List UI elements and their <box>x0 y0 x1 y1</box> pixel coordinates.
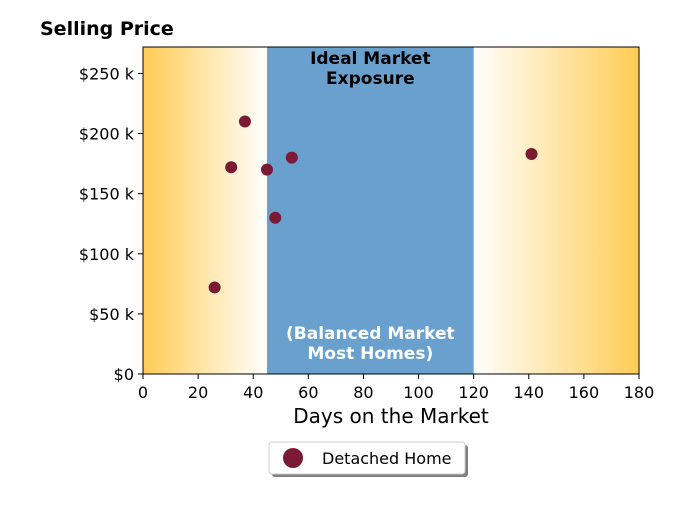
x-tick-label: 100 <box>403 383 434 402</box>
band-top-line: Exposure <box>326 69 415 89</box>
x-tick-label: 80 <box>353 383 373 402</box>
ideal-exposure-band <box>267 47 474 374</box>
plot-area: Ideal Market Exposure (Balanced Market Mos… <box>142 46 640 375</box>
y-tick-label: $50 k <box>89 305 135 324</box>
y-tick-label: $150 k <box>79 185 135 204</box>
data-point <box>285 151 298 164</box>
band-bottom-line: (Balanced Market <box>286 324 455 344</box>
left-gradient-region <box>143 47 267 374</box>
x-tick-label: 160 <box>569 383 600 402</box>
plot-frame <box>142 46 640 375</box>
x-tick-label: 60 <box>298 383 318 402</box>
data-points <box>208 115 538 294</box>
legend: Detached Home <box>268 441 466 475</box>
data-point <box>208 281 221 294</box>
x-tick-label: 20 <box>188 383 208 402</box>
y-axis: $0 $50 k $100 k $150 k $200 k $250 k <box>79 64 143 384</box>
x-tick-label: 140 <box>514 383 545 402</box>
data-point <box>261 163 273 176</box>
data-point <box>225 161 238 174</box>
data-point <box>269 211 282 224</box>
legend-label: Detached Home <box>322 449 452 468</box>
band-label-bottom: (Balanced Market Most Homes) <box>286 324 455 364</box>
right-gradient-region <box>473 47 639 374</box>
data-point <box>525 147 538 160</box>
band-bottom-line: Most Homes) <box>307 344 433 364</box>
x-axis-title: Days on the Market <box>293 404 489 428</box>
band-label-top: Ideal Market Exposure <box>310 49 431 89</box>
y-tick-label: $250 k <box>79 64 135 83</box>
y-tick-label: $200 k <box>79 125 135 144</box>
data-point <box>238 115 251 128</box>
y-tick-label: $100 k <box>79 245 135 264</box>
chart-title: Selling Price <box>40 18 174 40</box>
y-tick-label: $0 <box>114 365 134 384</box>
legend-box <box>268 441 466 475</box>
x-tick-label: 0 <box>138 383 148 402</box>
x-tick-label: 40 <box>243 383 263 402</box>
x-axis: 0 20 40 60 80 100 120 140 160 180 <box>138 374 654 402</box>
x-tick-label: 180 <box>624 383 655 402</box>
x-tick-label: 120 <box>458 383 489 402</box>
band-top-line: Ideal Market <box>310 49 431 69</box>
legend-marker <box>283 448 303 468</box>
